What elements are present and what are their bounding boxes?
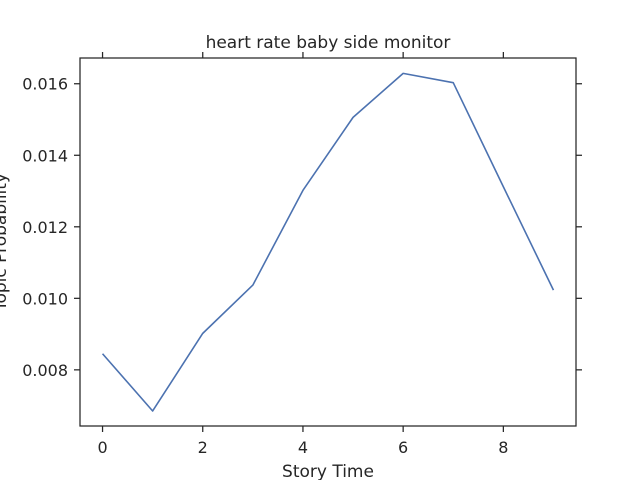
- y-axis-label: Topic Probability: [0, 173, 11, 312]
- x-tick-label: 2: [198, 438, 208, 457]
- chart-title: heart rate baby side monitor: [206, 33, 451, 53]
- series-line: [101, 72, 555, 412]
- axis-ticks: [74, 52, 582, 432]
- x-axis-label: Story Time: [282, 462, 374, 480]
- x-tick-label: 4: [298, 438, 308, 457]
- y-tick-label: 0.010: [22, 289, 68, 308]
- y-tick-label: 0.012: [22, 218, 68, 237]
- x-tick-label: 8: [498, 438, 508, 457]
- series-layer: [101, 72, 555, 412]
- x-tick-label: 0: [97, 438, 107, 457]
- x-tick-label: 6: [398, 438, 408, 457]
- y-tick-label: 0.014: [22, 146, 68, 165]
- plot-frame: [79, 57, 577, 427]
- y-tick-label: 0.008: [22, 361, 68, 380]
- y-tick-label: 0.016: [22, 75, 68, 94]
- axis-tick-labels: 0 2 4 6 8 0.008 0.010 0.012 0.014 0.016: [22, 75, 508, 457]
